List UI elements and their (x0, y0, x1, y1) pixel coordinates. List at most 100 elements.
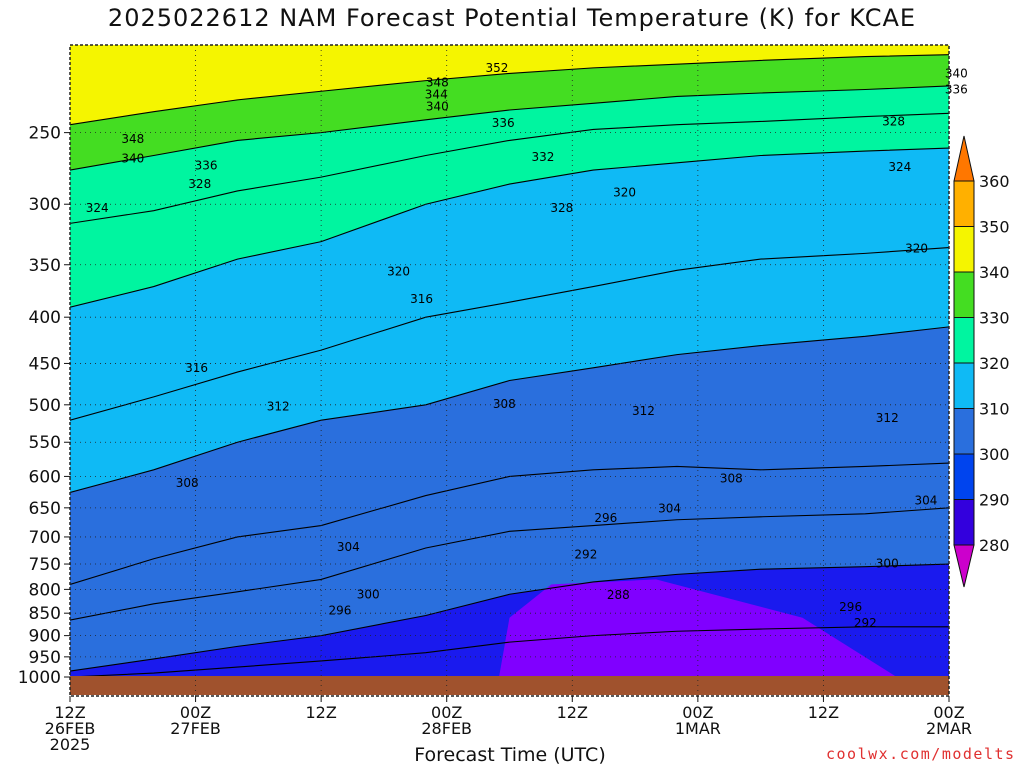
isentrope-300 (70, 563, 949, 672)
contour-label: 292 (574, 547, 597, 561)
contour-label: 320 (905, 242, 928, 256)
isentrope-336 (70, 85, 949, 171)
contour-label: 320 (613, 185, 636, 199)
contour-label: 328 (188, 177, 211, 191)
colorbar-label: 310 (979, 400, 1010, 419)
x-tick-label: 00Z (682, 703, 713, 722)
y-tick-label: 1000 (18, 668, 61, 688)
contour-label: 300 (357, 587, 380, 601)
isentrope-308 (70, 462, 949, 585)
contour-label: 304 (915, 494, 938, 508)
contour-label: 340 (945, 66, 968, 80)
colorbar-segment (953, 362, 975, 409)
contour-label: 320 (387, 264, 410, 278)
x-tick-label: 27FEB (170, 719, 221, 738)
contour-label: 328 (882, 114, 905, 128)
colorbar-segment (953, 180, 975, 227)
x-tick-label: 2025 (50, 735, 91, 754)
colorbar-segment (953, 226, 975, 273)
y-tick-label: 450 (29, 354, 61, 374)
contour-label: 336 (945, 83, 968, 97)
band-304 (70, 463, 949, 621)
colorbar-label: 350 (979, 218, 1010, 237)
band-300 (70, 507, 949, 672)
y-tick-label: 650 (29, 499, 61, 519)
isentrope-296 (70, 626, 949, 678)
grid-lines (70, 45, 949, 696)
contour-label: 316 (185, 361, 208, 375)
x-tick-label: 28FEB (421, 719, 472, 738)
colorbar-label: 300 (979, 445, 1010, 464)
band-316 (70, 148, 949, 421)
x-tick-label: 00Z (180, 703, 211, 722)
colorbar-segment (953, 453, 975, 500)
y-tick-label: 800 (29, 580, 61, 600)
band-cold-pocket (499, 579, 897, 677)
chart-title: 2025022612 NAM Forecast Potential Temper… (107, 4, 917, 32)
x-axis-title: Forecast Time (UTC) (414, 744, 606, 766)
y-tick-label: 600 (29, 467, 61, 487)
contour-label: 292 (854, 616, 877, 630)
y-axis: 250 300 350 400 450 500 550 600 650 700 750 800 850 9… (18, 124, 70, 688)
x-tick-label: 12Z (557, 703, 588, 722)
x-tick-label: 00Z (431, 703, 462, 722)
x-tick-label: 1MAR (675, 719, 721, 738)
colorbar-label: 280 (979, 536, 1010, 555)
colorbar-segment (953, 271, 975, 318)
isentrope-304 (70, 507, 949, 621)
x-tick-label: 00Z (933, 703, 964, 722)
isentrope-lines (70, 54, 949, 678)
y-tick-label: 850 (29, 604, 61, 624)
band-328 (70, 85, 949, 224)
x-tick-label: 12Z (808, 703, 839, 722)
colorbar-label: 320 (979, 354, 1010, 373)
y-tick-label: 750 (29, 555, 61, 575)
band-320 (70, 113, 949, 308)
isentrope-320 (70, 147, 949, 308)
x-tick-label: 12Z (305, 703, 336, 722)
colorbar-max-triangle (953, 135, 975, 182)
colorbar-segment (953, 499, 975, 546)
colorbar-label: 330 (979, 309, 1010, 328)
colorbar: 360 350 340 330 320 310 300 290 280 (953, 135, 1010, 588)
y-tick-label: 400 (29, 308, 61, 328)
x-tick-label: 12Z (54, 703, 85, 722)
contour-label: 336 (195, 159, 218, 173)
contour-label: 328 (550, 201, 573, 215)
y-tick-label: 900 (29, 627, 61, 647)
isentrope-328 (70, 112, 949, 224)
contour-label: 312 (267, 399, 290, 413)
band-312 (70, 247, 949, 493)
colorbar-label: 340 (979, 263, 1010, 282)
contour-label: 312 (632, 404, 655, 418)
band-336 (70, 54, 949, 171)
contour-label: 300 (876, 557, 899, 571)
x-tick-label: 2MAR (926, 719, 972, 738)
colorbar-segment (953, 317, 975, 364)
x-tick-label: 26FEB (45, 719, 96, 738)
contour-label: 304 (658, 501, 681, 515)
colorbar-label: 290 (979, 491, 1010, 510)
contour-label: 332 (532, 150, 555, 164)
contour-label: 296 (594, 511, 617, 525)
contour-label: 324 (86, 201, 109, 215)
y-tick-label: 950 (29, 648, 61, 668)
y-tick-label: 550 (29, 433, 61, 453)
y-tick-label: 300 (29, 195, 61, 215)
colorbar-min-triangle (953, 544, 975, 588)
band-344 (70, 45, 949, 125)
contour-label: 348 (426, 75, 449, 89)
contour-label: 348 (121, 132, 144, 146)
contour-label: 352 (485, 61, 508, 75)
contour-label: 324 (888, 160, 911, 174)
contour-label: 336 (492, 116, 515, 130)
contour-label: 340 (121, 151, 144, 165)
isentrope-316 (70, 247, 949, 421)
y-tick-label: 700 (29, 528, 61, 548)
y-tick-label: 500 (29, 396, 61, 416)
contour-label: 296 (839, 600, 862, 614)
y-tick-label: 250 (29, 124, 61, 144)
